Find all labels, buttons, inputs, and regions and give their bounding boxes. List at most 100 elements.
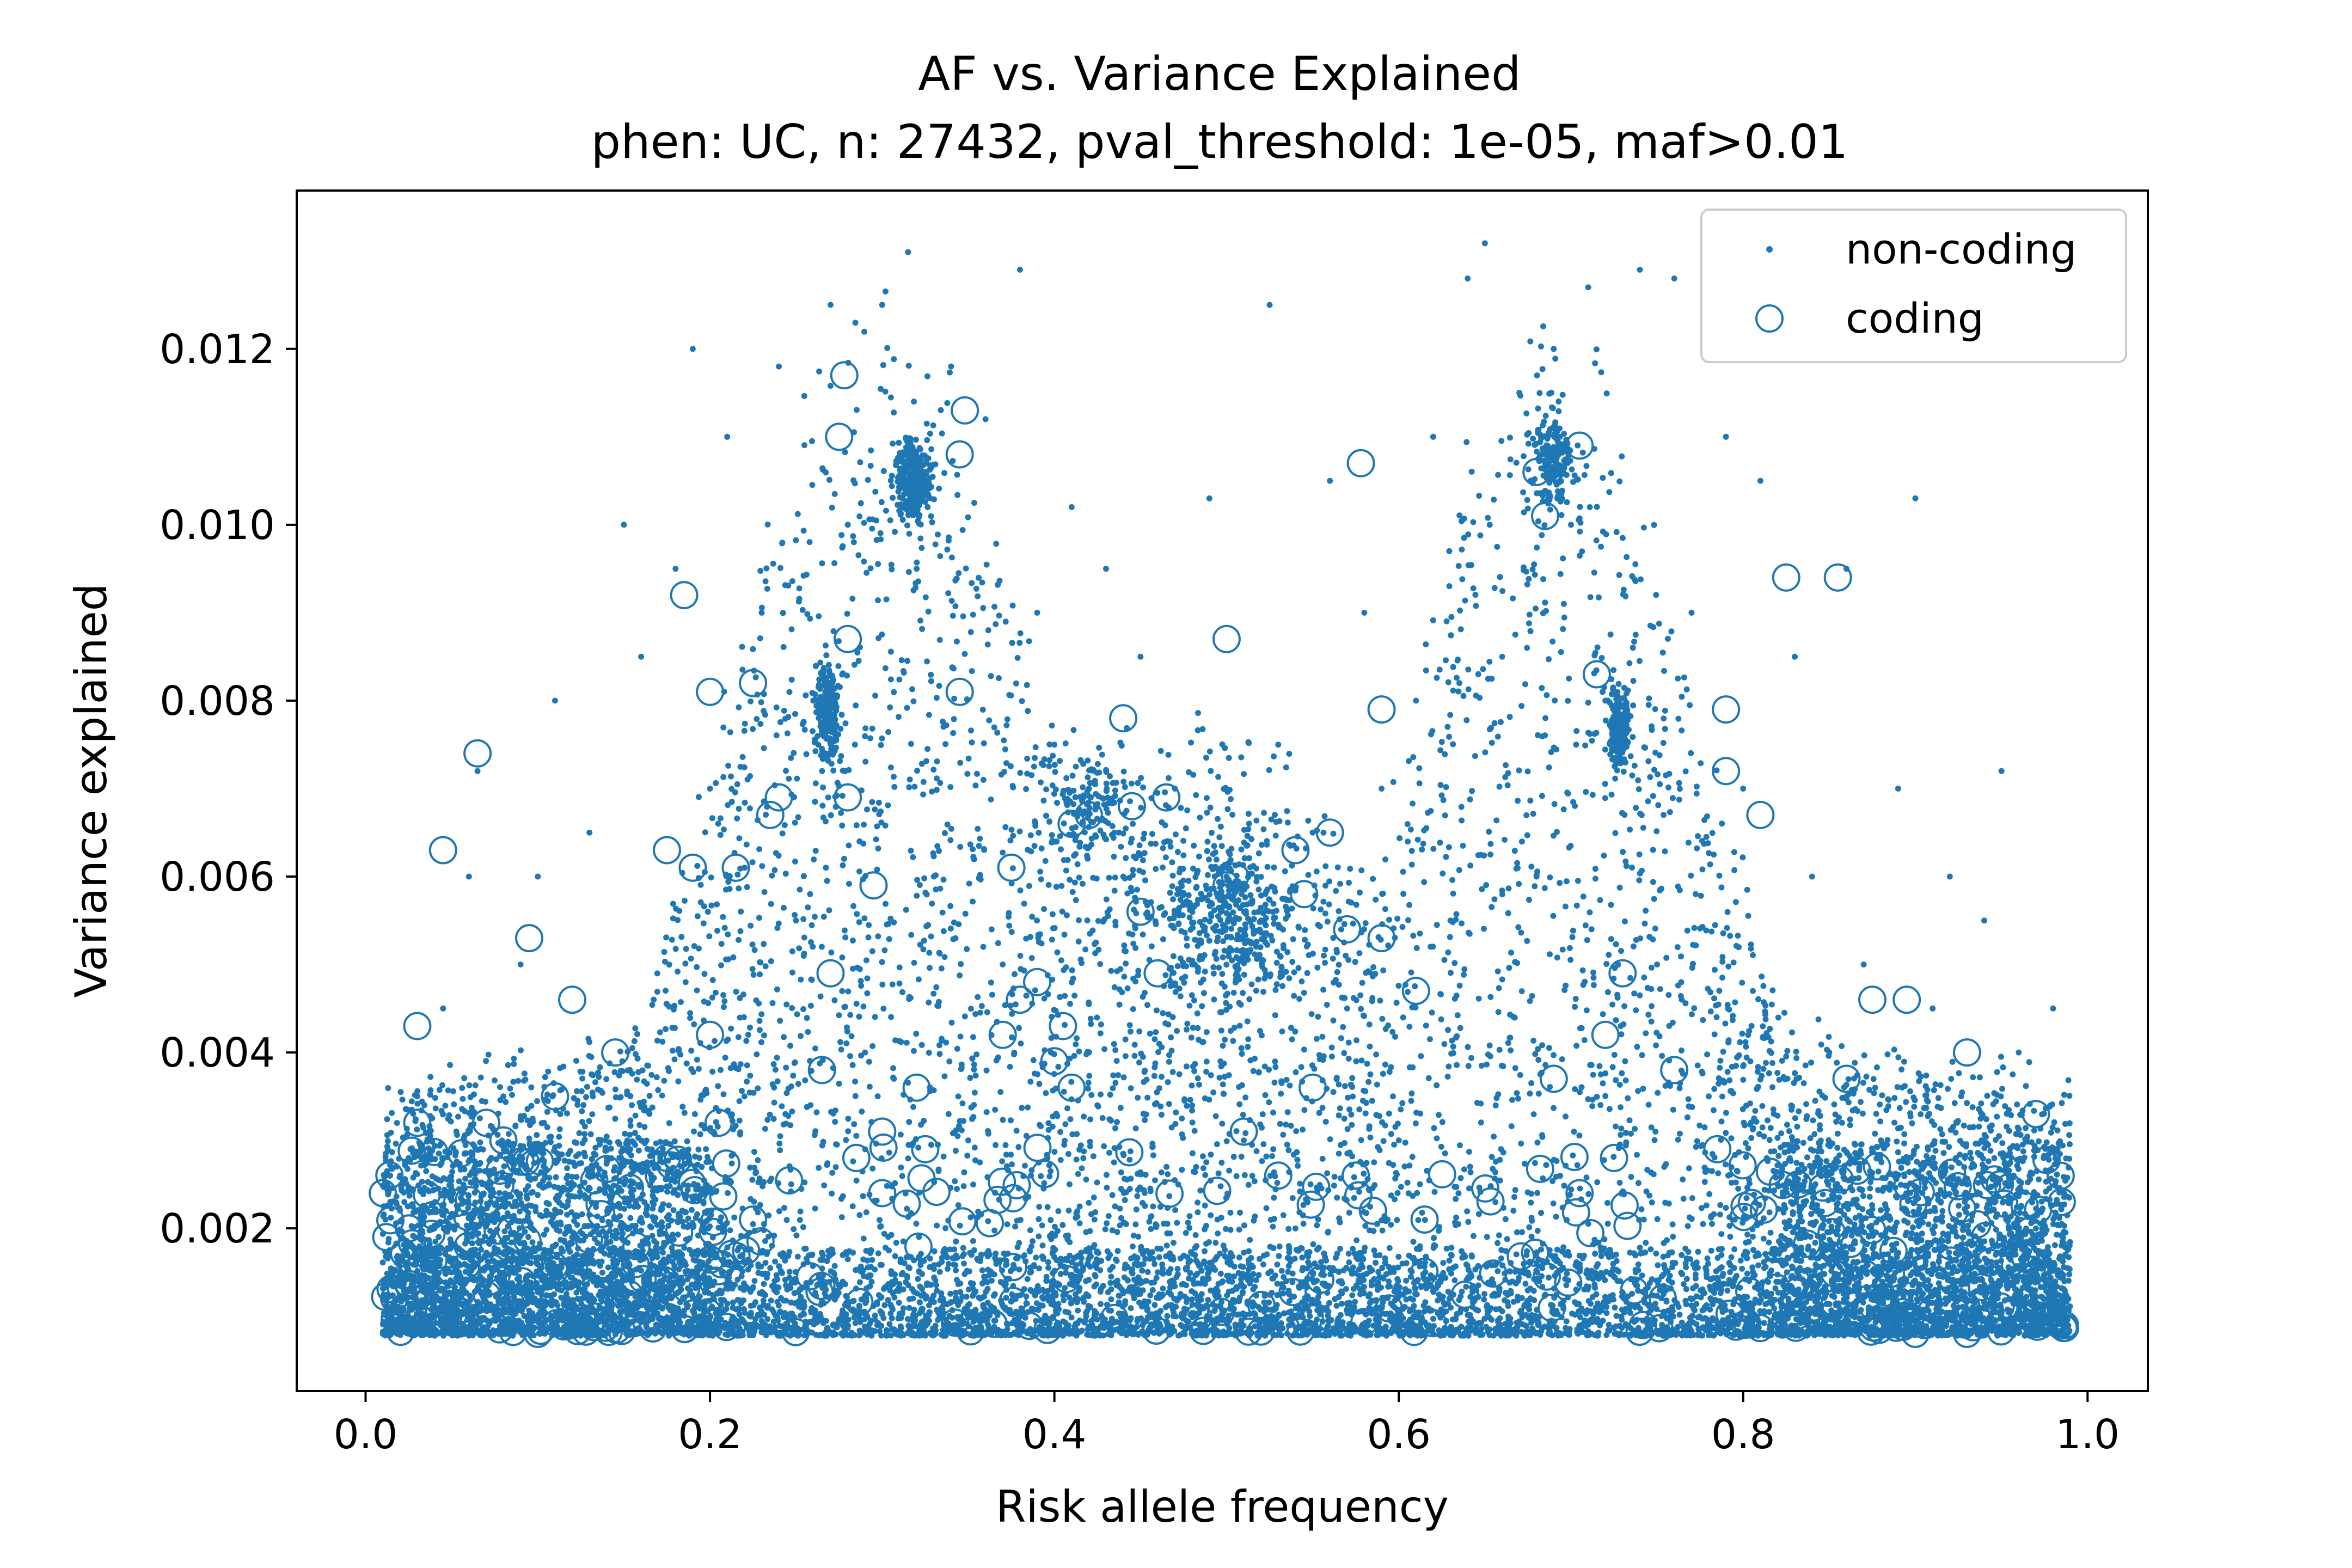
non-coding-point — [690, 1257, 697, 1263]
non-coding-point — [1718, 1264, 1725, 1271]
non-coding-point — [1526, 1332, 1533, 1338]
non-coding-point — [1698, 1294, 1704, 1301]
non-coding-point — [787, 1310, 793, 1317]
non-coding-point — [915, 1276, 921, 1282]
non-coding-point — [761, 1281, 767, 1287]
non-coding-point — [740, 1306, 747, 1312]
non-coding-point — [1744, 1250, 1750, 1256]
non-coding-point — [1402, 1289, 1408, 1296]
non-coding-point — [1762, 1301, 1769, 1307]
non-coding-point — [1255, 1272, 1262, 1278]
non-coding-point — [1895, 1149, 1901, 1155]
non-coding-point — [988, 1303, 994, 1309]
non-coding-point — [883, 1332, 890, 1339]
non-coding-point — [1967, 1149, 1974, 1156]
non-coding-point — [872, 1312, 878, 1319]
non-coding-point — [1820, 1191, 1826, 1198]
non-coding-point — [1241, 1250, 1247, 1256]
non-coding-point — [840, 1278, 846, 1285]
non-coding-point — [885, 1297, 891, 1303]
non-coding-point — [1524, 1287, 1531, 1294]
non-coding-point — [1724, 1288, 1731, 1294]
non-coding-point — [1562, 1330, 1569, 1337]
non-coding-point — [1619, 1316, 1625, 1323]
non-coding-point — [1589, 1316, 1595, 1322]
non-coding-point — [564, 1165, 571, 1172]
non-coding-point — [1618, 1331, 1624, 1337]
non-coding-point — [1108, 1273, 1114, 1280]
non-coding-point — [1537, 1332, 1543, 1338]
non-coding-point — [896, 1300, 902, 1306]
non-coding-point — [1202, 1281, 1208, 1287]
non-coding-point — [984, 1253, 991, 1260]
non-coding-point — [966, 1301, 972, 1307]
non-coding-point — [1612, 1331, 1618, 1337]
non-coding-point — [1593, 1264, 1600, 1270]
non-coding-point — [1345, 1251, 1352, 1257]
non-coding-point — [1293, 1247, 1300, 1253]
non-coding-point — [1224, 1330, 1230, 1336]
non-coding-point — [1287, 1258, 1294, 1265]
non-coding-point — [1097, 1289, 1104, 1295]
non-coding-point — [1490, 1332, 1497, 1339]
non-coding-point — [812, 1307, 818, 1314]
non-coding-point — [1478, 1326, 1485, 1332]
non-coding-point — [1395, 1253, 1402, 1260]
non-coding-point — [1526, 1272, 1532, 1279]
non-coding-point — [1451, 1277, 1458, 1284]
non-coding-point — [1720, 1271, 1726, 1277]
non-coding-point — [1340, 1267, 1347, 1273]
non-coding-point — [856, 1303, 862, 1310]
non-coding-point — [922, 1332, 929, 1339]
non-coding-point — [724, 1301, 731, 1307]
non-coding-point — [1430, 1289, 1437, 1295]
non-coding-point — [1639, 1272, 1645, 1279]
non-coding-point — [776, 1263, 782, 1270]
non-coding-point — [1186, 1275, 1192, 1282]
non-coding-point — [1711, 1332, 1717, 1339]
non-coding-point — [1734, 1272, 1739, 1279]
non-coding-point — [1128, 1269, 1135, 1275]
non-coding-point — [1346, 1259, 1352, 1266]
non-coding-point — [801, 1303, 807, 1310]
non-coding-point — [1692, 1275, 1699, 1282]
non-coding-point — [1688, 1296, 1695, 1302]
non-coding-point — [830, 1321, 836, 1328]
non-coding-point — [1564, 1270, 1570, 1277]
non-coding-point — [1632, 1252, 1639, 1259]
non-coding-point — [1728, 1254, 1735, 1260]
non-coding-point — [1573, 1301, 1580, 1307]
non-coding-point — [1508, 1330, 1514, 1336]
non-coding-point — [970, 1281, 976, 1287]
non-coding-point — [1999, 1140, 2006, 1147]
non-coding-point — [1750, 1247, 1756, 1253]
non-coding-point — [1281, 1310, 1287, 1316]
non-coding-point — [1128, 1255, 1135, 1261]
non-coding-point — [965, 1286, 972, 1293]
non-coding-point — [2066, 1271, 2073, 1278]
non-coding-point — [874, 1301, 880, 1307]
non-coding-point — [751, 1278, 758, 1284]
non-coding-point — [959, 1253, 966, 1259]
non-coding-point — [919, 1271, 926, 1277]
non-coding-point — [881, 1302, 888, 1308]
non-coding-point — [2036, 1176, 2042, 1183]
non-coding-point — [947, 1290, 954, 1297]
non-coding-point — [1105, 1255, 1112, 1261]
non-coding-point — [1286, 1249, 1293, 1255]
non-coding-point — [1762, 1264, 1769, 1270]
non-coding-point — [910, 1295, 916, 1302]
non-coding-point — [1322, 1281, 1328, 1287]
non-coding-point — [1699, 1332, 1706, 1339]
non-coding-point — [761, 1302, 767, 1308]
non-coding-point — [1386, 1245, 1393, 1251]
non-coding-point — [1406, 1322, 1412, 1329]
non-coding-point — [1946, 1250, 1952, 1256]
non-coding-point — [930, 1293, 937, 1299]
non-coding-point — [877, 1261, 884, 1268]
non-coding-point — [1616, 1322, 1623, 1329]
non-coding-point — [1299, 1254, 1306, 1261]
non-coding-point — [1057, 1271, 1064, 1277]
non-coding-point — [981, 1293, 987, 1300]
non-coding-point — [1804, 1154, 1810, 1161]
